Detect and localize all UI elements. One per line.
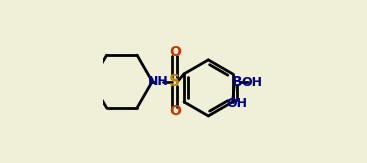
Text: B: B (232, 75, 243, 89)
Text: OH: OH (241, 76, 262, 89)
Text: NH: NH (148, 75, 169, 88)
Text: OH: OH (227, 97, 248, 110)
Text: S: S (169, 74, 180, 89)
Text: O: O (169, 104, 181, 118)
Text: O: O (169, 45, 181, 59)
